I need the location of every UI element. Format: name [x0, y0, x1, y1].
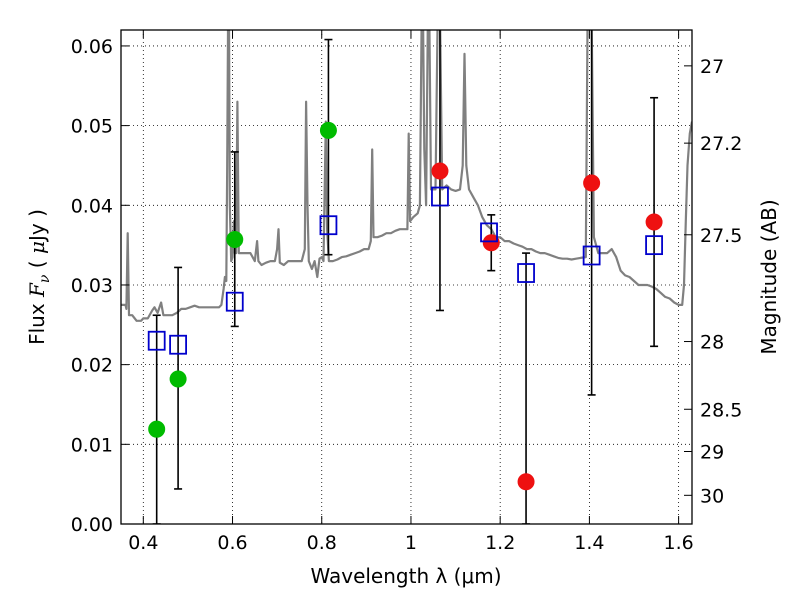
data-point — [517, 473, 535, 491]
data-point — [148, 420, 166, 438]
y-tick-label: 0.02 — [71, 355, 113, 377]
y2-tick-label: 28 — [700, 332, 724, 354]
marker-layer — [147, 121, 663, 491]
y2-tick-label: 29 — [700, 441, 724, 463]
y-label-mu: μ — [25, 241, 49, 254]
spectrum-layer — [121, 30, 692, 322]
y-tick-label: 0.01 — [71, 434, 113, 456]
y-tick-label: 0.06 — [71, 36, 113, 58]
x-axis-label: Wavelength λ (μm) — [310, 564, 501, 588]
y2-tick-label: 28.5 — [700, 399, 742, 421]
y2-tick-label: 30 — [700, 485, 724, 507]
data-point — [645, 213, 663, 231]
plot-frame — [120, 29, 693, 525]
model-point — [517, 263, 535, 283]
data-point — [431, 162, 449, 180]
x-tick-label: 1 — [405, 532, 417, 554]
spectrum-line — [121, 30, 692, 322]
y-tick-label: 0.03 — [71, 275, 113, 297]
data-point — [319, 121, 337, 139]
y-tick-label: 0.05 — [71, 116, 113, 138]
model-point — [582, 245, 601, 266]
x-tick-label: 0.6 — [217, 532, 247, 554]
y-tick-label: 0.04 — [71, 195, 113, 217]
data-point — [169, 370, 187, 388]
y-label-prefix: Flux — [25, 297, 49, 345]
data-point — [226, 231, 244, 249]
data-point — [583, 174, 601, 192]
data-point — [482, 234, 500, 252]
model-point — [169, 334, 188, 355]
x-tick-label: 0.4 — [128, 532, 158, 554]
model-point — [645, 235, 663, 256]
y-axis-label: Flux Fν ( μJy ) — [25, 209, 53, 345]
y2-tick-label: 27.5 — [700, 225, 742, 247]
y2-axis-label: Magnitude (AB) — [757, 199, 781, 354]
x-tick-label: 1.2 — [485, 532, 515, 554]
model-point — [431, 186, 449, 207]
tick-labels: 0.4 0.6 0.8 1 1.2 1.4 1.6 0.00 0.01 0.02 0.03 0.04 0… — [71, 36, 743, 554]
y-label-open: ( — [25, 254, 49, 275]
y2-tick-label: 27 — [700, 56, 724, 78]
y-label-subscript: ν — [37, 274, 53, 283]
x-tick-label: 0.8 — [307, 532, 337, 554]
y-label-symbol: F — [25, 282, 49, 298]
y-tick-label: 0.00 — [71, 514, 113, 536]
y2-tick-label: 27.2 — [700, 133, 742, 155]
model-point — [147, 330, 166, 351]
x-tick-label: 1.6 — [664, 532, 694, 554]
model-point — [480, 222, 498, 243]
ticks — [121, 30, 692, 525]
model-point — [225, 291, 244, 312]
x-tick-label: 1.4 — [574, 532, 604, 554]
model-point — [319, 215, 338, 236]
y-label-unit: Jy ) — [25, 209, 49, 243]
grid — [121, 30, 692, 524]
